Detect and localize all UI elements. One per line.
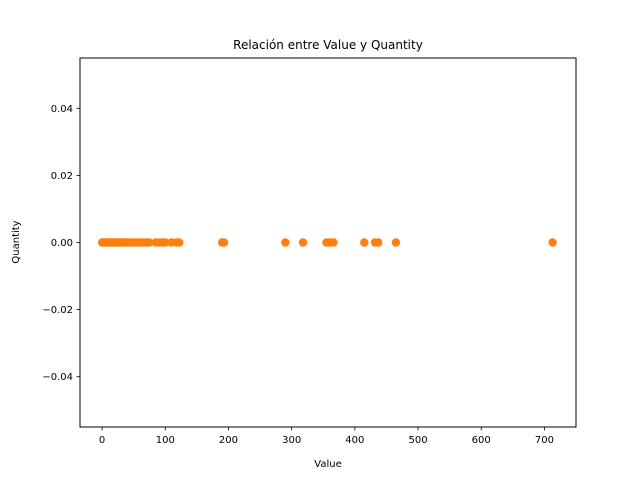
data-point [391,238,401,247]
y-axis-ticks: −0.04 −0.02 0.00 0.02 0.04 [42,104,80,383]
data-point [548,238,557,247]
chart-title: Relación entre Value y Quantity [233,38,423,52]
data-point [374,238,383,247]
data-point [281,238,290,247]
x-tick-label: 400 [345,435,364,446]
x-tick-label: 600 [472,435,491,446]
data-point [145,238,154,247]
y-axis-label: Quantity [11,220,22,263]
x-tick-label: 0 [99,435,105,446]
data-point [360,238,369,247]
x-axis-ticks: 0 100 200 300 400 500 600 700 [99,427,554,446]
data-point [298,238,308,247]
data-point [219,238,229,247]
data-point [175,238,184,247]
y-tick-label: 0.02 [51,171,73,182]
x-tick-label: 500 [408,435,427,446]
data-point [329,238,338,247]
x-tick-label: 100 [156,435,175,446]
y-tick-label: −0.04 [42,372,73,383]
y-tick-label: 0.00 [51,238,73,249]
x-tick-label: 700 [535,435,554,446]
x-tick-label: 200 [219,435,238,446]
y-tick-label: 0.04 [51,104,73,115]
x-axis-label: Value [314,459,341,470]
data-point [161,238,170,247]
y-tick-label: −0.02 [42,305,73,316]
data-points [97,238,557,247]
x-tick-label: 300 [282,435,301,446]
